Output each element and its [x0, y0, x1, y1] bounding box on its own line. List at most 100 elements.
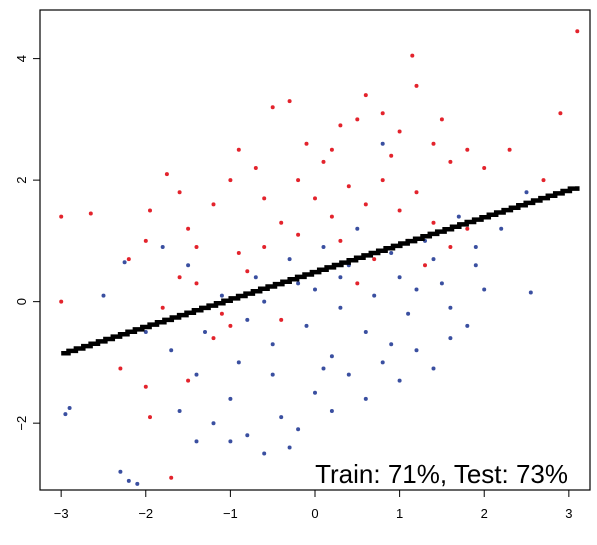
data-point-1-60	[287, 445, 292, 450]
data-point-0-23	[410, 53, 415, 58]
data-point-0-24	[414, 83, 419, 88]
data-point-0-7	[177, 190, 182, 195]
data-point-1-66	[194, 372, 199, 377]
data-point-1-30	[169, 348, 174, 353]
x-tick-label-0: −3	[54, 506, 69, 521]
data-point-1-19	[363, 396, 368, 401]
data-point-1-1	[63, 412, 68, 417]
data-point-1-32	[236, 360, 241, 365]
y-tick-label-2: 2	[14, 177, 29, 184]
data-point-0-53	[448, 245, 453, 249]
data-point-0-40	[228, 323, 233, 328]
data-point-0-52	[431, 220, 436, 225]
x-axis: −3 −2 −1 0 1 2 3	[54, 490, 572, 521]
data-point-0-57	[236, 251, 241, 255]
data-point-0-66	[177, 275, 182, 280]
data-point-0-36	[148, 415, 152, 420]
data-point-1-52	[397, 275, 402, 280]
data-point-1-23	[431, 366, 436, 371]
data-point-1-46	[389, 251, 394, 255]
data-point-0-10	[211, 202, 216, 207]
y-tick-label-3: 4	[14, 55, 29, 62]
data-point-1-15	[296, 427, 301, 432]
data-point-1-2	[118, 469, 123, 474]
x-tick-label-4: 1	[396, 506, 403, 521]
data-point-1-39	[473, 263, 478, 268]
data-point-0-22	[397, 129, 402, 134]
data-point-1-59	[228, 439, 233, 444]
data-point-1-20	[380, 360, 385, 365]
data-point-0-6	[164, 172, 169, 177]
data-point-0-48	[363, 202, 368, 207]
data-point-0-37	[169, 475, 174, 480]
data-point-0-1	[88, 211, 93, 216]
data-point-0-56	[194, 281, 199, 286]
data-point-1-12	[245, 433, 250, 438]
data-point-1-13	[262, 451, 267, 456]
x-tick-label-3: 0	[311, 506, 318, 521]
data-point-1-17	[329, 409, 334, 413]
data-point-1-24	[448, 336, 453, 341]
data-point-0-8	[186, 226, 191, 231]
data-point-0-0	[59, 214, 64, 219]
data-point-0-34	[118, 366, 123, 371]
data-point-1-10	[211, 421, 216, 426]
data-point-0-49	[380, 178, 385, 183]
data-point-1-69	[296, 281, 301, 286]
data-point-0-60	[372, 257, 377, 262]
data-point-1-4	[135, 481, 140, 486]
data-point-1-22	[414, 348, 419, 353]
data-point-1-25	[465, 323, 470, 328]
data-point-1-27	[499, 226, 504, 231]
x-tick-label-5: 2	[481, 506, 488, 521]
data-point-1-50	[329, 354, 334, 359]
data-point-0-46	[329, 214, 334, 219]
data-point-0-35	[143, 384, 148, 389]
data-point-1-21	[397, 378, 402, 383]
data-point-0-20	[363, 93, 368, 98]
y-tick-label-0: −2	[14, 416, 29, 431]
data-point-1-57	[414, 287, 419, 292]
data-point-1-62	[473, 245, 478, 249]
data-point-1-5	[122, 260, 127, 265]
data-point-1-29	[528, 290, 533, 295]
data-point-0-51	[414, 190, 419, 195]
data-point-0-58	[296, 178, 301, 183]
data-point-0-54	[465, 226, 470, 231]
data-point-0-5	[148, 208, 152, 213]
data-point-1-14	[279, 415, 284, 420]
data-point-0-29	[482, 166, 487, 170]
x-tick-label-2: −1	[223, 506, 238, 521]
data-point-0-28	[465, 147, 470, 152]
data-point-0-45	[313, 196, 317, 201]
x-tick-label-6: 3	[565, 506, 572, 521]
data-point-1-61	[380, 141, 385, 146]
data-point-0-64	[329, 147, 334, 152]
data-point-0-47	[346, 184, 351, 189]
data-point-1-36	[372, 293, 377, 298]
data-point-1-31	[203, 330, 207, 334]
data-point-0-17	[321, 159, 326, 164]
data-point-1-64	[321, 366, 326, 371]
data-point-0-68	[355, 281, 360, 286]
data-point-1-58	[448, 305, 453, 310]
data-point-1-0	[67, 406, 72, 410]
data-point-1-49	[270, 372, 275, 377]
data-point-1-41	[219, 293, 224, 298]
data-point-1-26	[482, 287, 487, 292]
data-point-1-34	[304, 323, 309, 328]
data-point-1-45	[355, 226, 360, 231]
y-axis: −2 0 2 4	[14, 55, 40, 431]
data-point-1-37	[406, 311, 411, 316]
data-point-1-51	[363, 330, 368, 334]
data-point-1-35	[338, 305, 343, 310]
plot-area	[39, 9, 591, 491]
data-point-0-31	[558, 111, 563, 116]
data-point-1-63	[262, 299, 267, 304]
data-point-1-28	[524, 190, 529, 195]
data-point-0-9	[194, 245, 199, 249]
x-tick-label-1: −2	[138, 506, 153, 521]
data-point-0-67	[279, 317, 284, 322]
data-point-0-4	[143, 238, 148, 243]
